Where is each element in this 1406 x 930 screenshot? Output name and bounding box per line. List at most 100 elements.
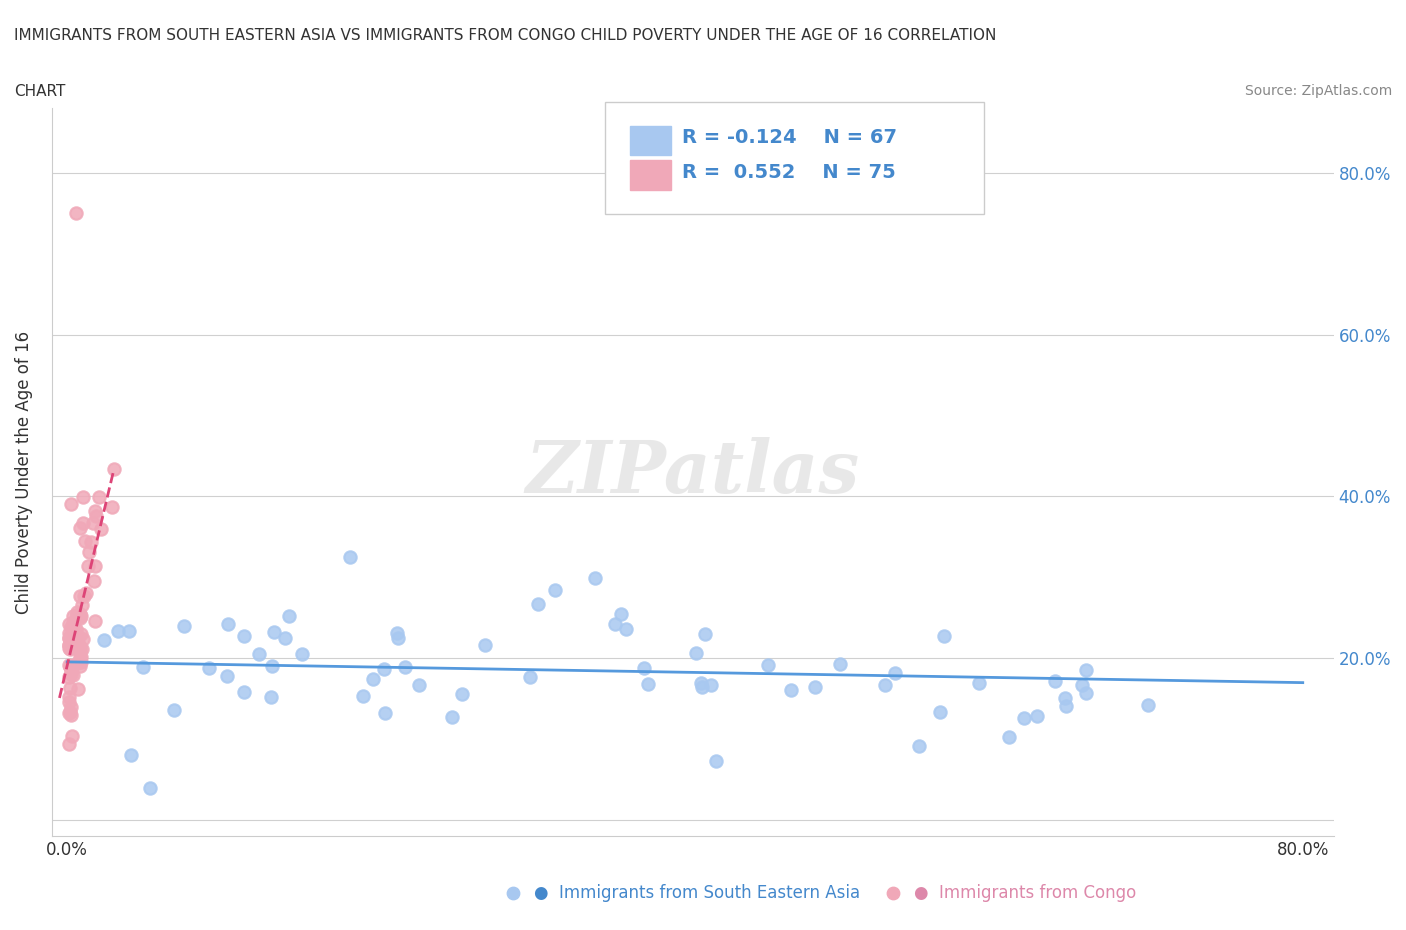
Point bbox=[1025, 709, 1047, 724]
Point bbox=[62, 614, 84, 629]
Point bbox=[59, 664, 82, 679]
Point bbox=[610, 606, 633, 621]
Point bbox=[72, 631, 94, 646]
Point bbox=[756, 658, 779, 673]
Point bbox=[58, 617, 80, 631]
Point bbox=[173, 618, 195, 633]
Point bbox=[60, 628, 83, 643]
Point bbox=[394, 659, 416, 674]
Point bbox=[62, 635, 84, 650]
Point bbox=[62, 668, 84, 683]
Point bbox=[66, 656, 89, 671]
Point bbox=[79, 535, 101, 550]
Point bbox=[120, 748, 142, 763]
Point bbox=[58, 670, 80, 684]
Point bbox=[637, 676, 659, 691]
Point bbox=[59, 666, 82, 681]
Point bbox=[614, 621, 637, 636]
Point bbox=[59, 497, 82, 512]
Point bbox=[59, 699, 82, 714]
Text: R = -0.124    N = 67: R = -0.124 N = 67 bbox=[682, 128, 897, 147]
Point bbox=[69, 650, 91, 665]
Point bbox=[215, 669, 238, 684]
Point bbox=[72, 516, 94, 531]
Point bbox=[1054, 698, 1077, 713]
Point bbox=[69, 610, 91, 625]
Point bbox=[82, 516, 104, 531]
Point bbox=[932, 629, 955, 644]
Point bbox=[139, 780, 162, 795]
Text: ●  Immigrants from South Eastern Asia: ● Immigrants from South Eastern Asia bbox=[534, 884, 860, 902]
Point bbox=[66, 604, 89, 619]
Point bbox=[107, 623, 129, 638]
Text: CHART: CHART bbox=[14, 84, 66, 99]
Point bbox=[65, 621, 87, 636]
Point bbox=[1076, 686, 1098, 701]
Point bbox=[60, 631, 83, 645]
Point bbox=[58, 631, 80, 645]
Point bbox=[967, 675, 990, 690]
Point bbox=[58, 737, 80, 751]
Point bbox=[118, 623, 141, 638]
Point bbox=[339, 549, 361, 564]
Point bbox=[60, 658, 83, 673]
Point bbox=[163, 702, 186, 717]
Point bbox=[278, 608, 301, 623]
Point bbox=[262, 658, 284, 673]
Point bbox=[73, 589, 96, 604]
Point bbox=[450, 686, 472, 701]
Point bbox=[247, 646, 270, 661]
Point bbox=[84, 614, 107, 629]
Point bbox=[84, 509, 107, 524]
Point bbox=[527, 596, 550, 611]
Point bbox=[83, 574, 105, 589]
Point bbox=[62, 608, 84, 623]
Point bbox=[79, 545, 101, 560]
Point bbox=[59, 628, 82, 643]
Point bbox=[59, 704, 82, 719]
Point bbox=[704, 754, 727, 769]
Point bbox=[274, 631, 297, 645]
Point bbox=[263, 625, 285, 640]
Point bbox=[804, 680, 827, 695]
Point bbox=[387, 631, 409, 645]
Y-axis label: Child Poverty Under the Age of 16: Child Poverty Under the Age of 16 bbox=[15, 330, 32, 614]
Point bbox=[1043, 673, 1066, 688]
Point bbox=[543, 583, 565, 598]
Point bbox=[408, 677, 430, 692]
Point bbox=[884, 666, 907, 681]
Point bbox=[700, 677, 723, 692]
Point bbox=[77, 558, 100, 573]
Point bbox=[84, 503, 107, 518]
Point bbox=[84, 559, 107, 574]
Point bbox=[352, 688, 374, 703]
Point bbox=[373, 661, 395, 676]
Point bbox=[58, 706, 80, 721]
Point bbox=[1070, 677, 1092, 692]
Point bbox=[75, 585, 97, 600]
Point bbox=[583, 570, 606, 585]
Point bbox=[103, 461, 125, 476]
Point bbox=[929, 704, 952, 719]
Point bbox=[519, 670, 541, 684]
Text: IMMIGRANTS FROM SOUTH EASTERN ASIA VS IMMIGRANTS FROM CONGO CHILD POVERTY UNDER : IMMIGRANTS FROM SOUTH EASTERN ASIA VS IM… bbox=[14, 28, 997, 43]
Text: ●  Immigrants from Congo: ● Immigrants from Congo bbox=[914, 884, 1136, 902]
Point bbox=[70, 642, 93, 657]
Point bbox=[69, 649, 91, 664]
Point bbox=[58, 642, 80, 657]
Point bbox=[59, 708, 82, 723]
Point bbox=[72, 489, 94, 504]
Point bbox=[69, 589, 91, 604]
Point bbox=[69, 520, 91, 535]
Point bbox=[690, 676, 713, 691]
Point bbox=[693, 626, 716, 641]
Text: R =  0.552    N = 75: R = 0.552 N = 75 bbox=[682, 163, 896, 181]
Point bbox=[67, 682, 90, 697]
Point bbox=[66, 608, 89, 623]
Point bbox=[233, 629, 256, 644]
Point bbox=[70, 627, 93, 642]
Point bbox=[58, 695, 80, 710]
Point bbox=[58, 637, 80, 652]
Point bbox=[89, 489, 111, 504]
Point bbox=[291, 646, 314, 661]
